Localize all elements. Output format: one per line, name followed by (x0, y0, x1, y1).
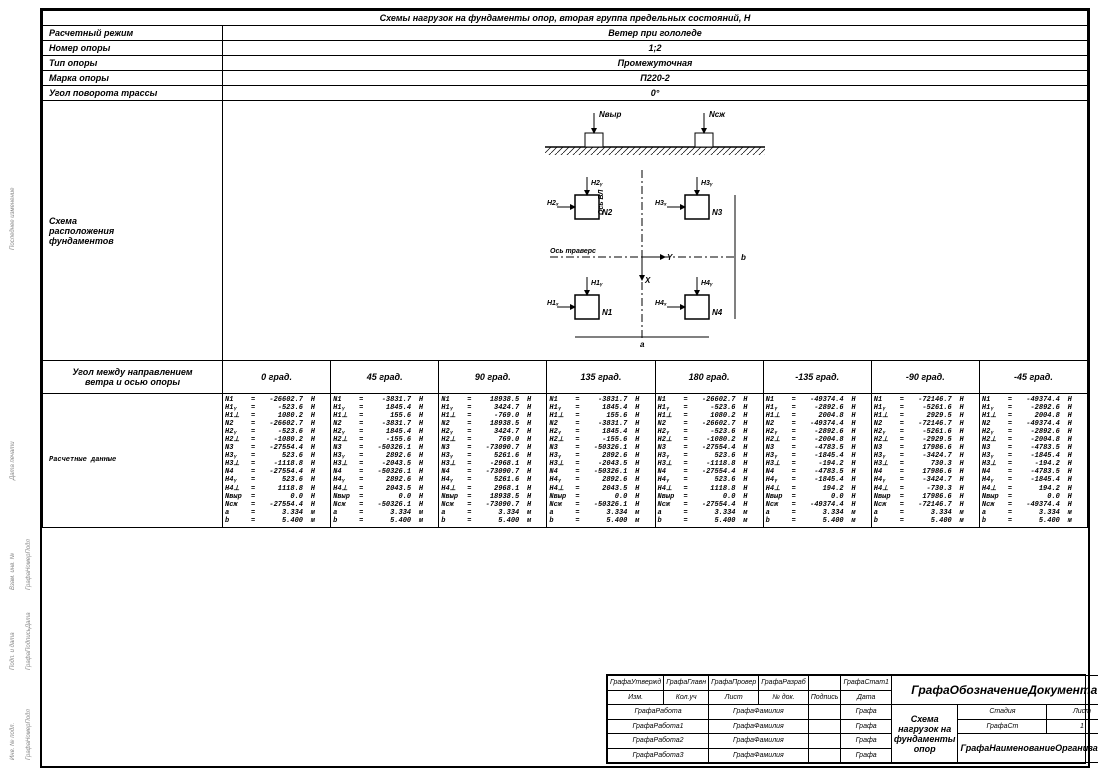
tb-cell: Лист (1047, 705, 1098, 720)
diagram-cell: Nвыр Nсж N2 H2ᵧ H2ₓ N3 (223, 101, 1088, 361)
svg-text:Nвыр: Nвыр (599, 110, 621, 119)
tb-cell: ГрафаРаботa3 (608, 748, 709, 763)
type-value: Промежуточная (223, 56, 1088, 71)
tb-cell: ГрафаСт (958, 719, 1047, 734)
side-label-6: ГрафаПодписьДата (26, 612, 32, 670)
svg-text:N1: N1 (602, 308, 613, 317)
tb-cell: ГрафаРаботa (608, 705, 709, 720)
svg-text:Ось траверс: Ось траверс (550, 248, 596, 255)
angle-col: -90 град. (871, 361, 979, 394)
header-table: Схемы нагрузок на фундаменты опор, втора… (42, 10, 1088, 528)
side-label-1: Последнее изменение (10, 188, 16, 250)
svg-text:H1ᵧ: H1ᵧ (591, 280, 603, 287)
tb-cell: Графа (841, 748, 891, 763)
data-col-5: N1=-49374.4НH1ᵧ=-2892.6НH1⊥=2004.8НN2=-4… (763, 394, 871, 528)
tb-cell: ГрафаРаботa1 (608, 719, 709, 734)
svg-text:N4: N4 (712, 308, 723, 317)
tb-cell: ГрафаФамилия (709, 748, 809, 763)
left-sidebar-labels: Последнее изменение Дата печати Взам. ин… (2, 20, 37, 760)
mark-label: Марка опоры (43, 71, 223, 86)
tb-cell: Графа (841, 734, 891, 749)
num-value: 1;2 (223, 41, 1088, 56)
svg-text:b: b (741, 253, 746, 262)
svg-text:Ось ВЛ: Ось ВЛ (598, 189, 605, 214)
data-row: Расчетные данные N1=-26602.7НH1ᵧ=-523.6Н… (43, 394, 1088, 528)
svg-text:X: X (644, 276, 651, 285)
type-label: Тип опоры (43, 56, 223, 71)
tb-cell: ГрафаГлавн (664, 676, 709, 691)
data-col-4: N1=-26602.7НH1ᵧ=-523.6НH1⊥=1080.2НN2=-26… (655, 394, 763, 528)
tb-cell: ГрафаУтвержд (608, 676, 664, 691)
data-col-1: N1=-3831.7НH1ᵧ=1845.4НH1⊥=155.6НN2=-3831… (331, 394, 439, 528)
drawing-frame: Схемы нагрузок на фундаменты опор, втора… (40, 8, 1090, 768)
angle-header-row: Угол между направлением ветра и осью опо… (43, 361, 1088, 394)
tb-cell: ГрафаФамилия (709, 705, 809, 720)
rot-value: 0° (223, 86, 1088, 101)
svg-text:H3ᵧ: H3ᵧ (701, 180, 713, 187)
svg-text:H3ₓ: H3ₓ (655, 200, 667, 207)
tb-subtitle: Схема нагрузок на фундаменты опор (891, 705, 958, 763)
data-col-3: N1=-3831.7НH1ᵧ=1845.4НH1⊥=155.6НN2=-3831… (547, 394, 655, 528)
tb-cell: Стадия (958, 705, 1047, 720)
tb-cell: ГрафаПровер (709, 676, 759, 691)
angle-col: 45 град. (331, 361, 439, 394)
tb-cell: 1 (1047, 719, 1098, 734)
doc-title: Схемы нагрузок на фундаменты опор, втора… (43, 11, 1088, 26)
svg-text:H1ₓ: H1ₓ (547, 300, 559, 307)
tb-cell: Дата (841, 690, 891, 705)
tb-cell: ГрафаРазраб (759, 676, 808, 691)
tb-cell: Кол.уч (664, 690, 709, 705)
tb-cell: Графа (841, 719, 891, 734)
svg-text:Nсж: Nсж (709, 110, 726, 119)
tb-doc-designation: ГрафаОбозначениеДокумента (891, 676, 1098, 705)
svg-text:H2ₓ: H2ₓ (547, 200, 559, 207)
mark-value: П220-2 (223, 71, 1088, 86)
angle-label: Угол между направлением ветра и осью опо… (43, 361, 223, 394)
side-label-8: ГрафаНомерПодл (26, 709, 32, 760)
tb-cell: ГрафаФамилия (709, 734, 809, 749)
angle-col: 90 град. (439, 361, 547, 394)
angle-col: 135 град. (547, 361, 655, 394)
tb-cell: Изм. (608, 690, 664, 705)
angle-col: 180 град. (655, 361, 763, 394)
data-label: Расчетные данные (43, 394, 223, 528)
tb-org: ГрафаНаименованиеОрганизации (958, 734, 1098, 763)
svg-text:H4ₓ: H4ₓ (655, 300, 667, 307)
data-col-7: N1=-49374.4НH1ᵧ=-2892.6НH1⊥=2004.8НN2=-4… (979, 394, 1087, 528)
diagram-label: Схема расположения фундаментов (43, 101, 223, 361)
tb-cell: Лист (709, 690, 759, 705)
side-label-4: ГрафаНомерПодл (26, 539, 32, 590)
tb-cell: ГрафаСтат1 (841, 676, 891, 691)
svg-text:Y: Y (667, 253, 673, 262)
tb-cell: ГрафаРаботa2 (608, 734, 709, 749)
angle-col: -135 град. (763, 361, 871, 394)
data-col-6: N1=-72146.7НH1ᵧ=-5261.6НH1⊥=2929.5НN2=-7… (871, 394, 979, 528)
side-label-5: Подп. и дата (10, 632, 16, 670)
tb-cell: Подпись (808, 690, 841, 705)
angle-col: -45 град. (979, 361, 1087, 394)
tb-cell: ГрафаФамилия (709, 719, 809, 734)
side-label-7: Инв. № подл. (10, 723, 16, 760)
regime-label: Расчетный режим (43, 26, 223, 41)
svg-text:H2ᵧ: H2ᵧ (591, 180, 603, 187)
rot-label: Угол поворота трассы (43, 86, 223, 101)
angle-col: 0 град. (223, 361, 331, 394)
num-label: Номер опоры (43, 41, 223, 56)
title-block: ГрафаУтвержд ГрафаГлавн ГрафаПровер Граф… (606, 674, 1086, 764)
data-col-2: N1=18938.5НH1ᵧ=3424.7НH1⊥=-769.0НN2=1893… (439, 394, 547, 528)
side-label-2: Дата печати (10, 441, 16, 480)
svg-text:H4ᵧ: H4ᵧ (701, 280, 713, 287)
regime-value: Ветер при гололеде (223, 26, 1088, 41)
tb-cell: № док. (759, 690, 808, 705)
svg-text:N3: N3 (712, 208, 723, 217)
side-label-3: Взам. инв. № (10, 553, 16, 590)
svg-text:a: a (640, 340, 645, 349)
foundation-diagram: Nвыр Nсж N2 H2ᵧ H2ₓ N3 (485, 105, 825, 355)
tb-cell: Графа (841, 705, 891, 720)
data-col-0: N1=-26602.7НH1ᵧ=-523.6НH1⊥=1080.2НN2=-26… (223, 394, 331, 528)
